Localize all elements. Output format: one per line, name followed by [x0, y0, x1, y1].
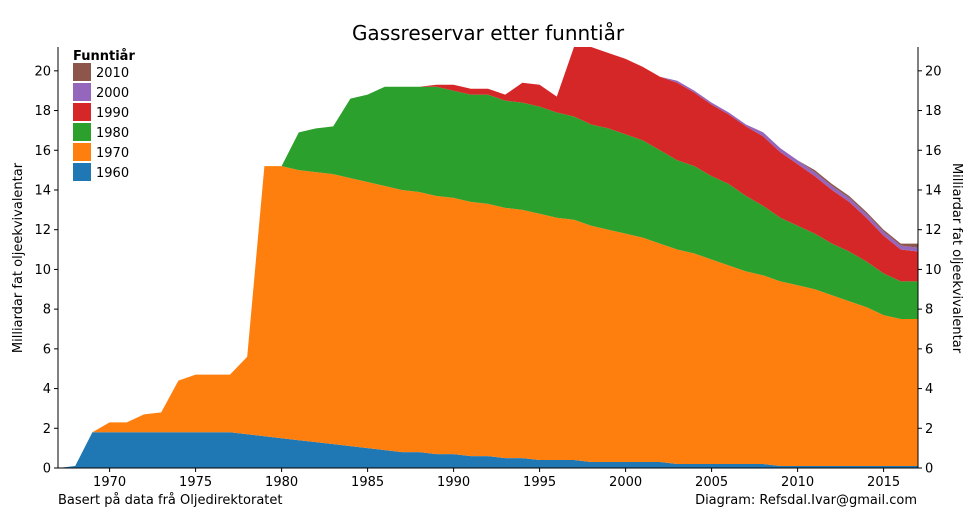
axes: [54, 47, 922, 472]
x-tick-label: 2015: [867, 475, 900, 490]
x-tick-label: 2005: [695, 475, 728, 490]
y-tick-label-left: 18: [34, 104, 51, 119]
y-tick-label-right: 12: [925, 223, 942, 238]
area-series-1970: [58, 166, 918, 468]
x-tick-label: 1975: [179, 475, 212, 490]
legend-label-2000: 2000: [96, 86, 129, 101]
legend-swatch-1980: [73, 123, 91, 141]
legend: Funntiår 2010 2000 1990 1980 1970 1960: [73, 49, 135, 181]
legend-swatch-1960: [73, 163, 91, 181]
y-tick-label-left: 4: [43, 382, 51, 397]
y-tick-label-left: 20: [34, 64, 51, 79]
legend-swatch-1990: [73, 103, 91, 121]
y-tick-label-left: 16: [34, 144, 51, 159]
area-layers: [58, 47, 918, 468]
legend-label-1980: 1980: [96, 126, 129, 141]
x-tick-label: 2000: [609, 475, 642, 490]
credit-note: Diagram: Refsdal.Ivar@gmail.com: [695, 493, 917, 508]
legend-title: Funntiår: [73, 49, 135, 64]
y-tick-label-right: 10: [925, 263, 942, 278]
source-note: Basert på data frå Oljedirektoratet: [58, 493, 282, 508]
y-tick-label-left: 6: [43, 342, 51, 357]
y-tick-label-left: 10: [34, 263, 51, 278]
x-tick-label: 1980: [265, 475, 298, 490]
y-tick-label-right: 4: [925, 382, 933, 397]
legend-swatch-1970: [73, 143, 91, 161]
y-tick-label-left: 0: [43, 462, 51, 477]
y-tick-label-right: 2: [925, 422, 933, 437]
y-tick-label-right: 16: [925, 144, 942, 159]
y-tick-label-right: 6: [925, 342, 933, 357]
y-tick-label-left: 12: [34, 223, 51, 238]
legend-label-2010: 2010: [96, 66, 129, 81]
area-series-1960: [58, 432, 918, 468]
x-tick-label: 1995: [523, 475, 556, 490]
legend-label-1970: 1970: [96, 146, 129, 161]
y-tick-label-right: 20: [925, 64, 942, 79]
x-tick-label: 2010: [781, 475, 814, 490]
tick-labels: 0 0 2 2 4 4 6 6 8 8 10 10 12 12 14 14 16 16 18 18 20 20 1970 19…: [34, 64, 941, 490]
y-tick-label-right: 18: [925, 104, 942, 119]
y-tick-label-right: 0: [925, 462, 933, 477]
x-tick-label: 1970: [93, 475, 126, 490]
x-tick-label: 1985: [351, 475, 384, 490]
legend-swatch-2000: [73, 83, 91, 101]
area-series-1990: [58, 47, 918, 468]
y-axis-title-right: Milliardar fat oljeekvivalentar: [949, 163, 964, 354]
legend-swatch-2010: [73, 63, 91, 81]
area-series-1980: [58, 86, 918, 468]
y-tick-label-left: 2: [43, 422, 51, 437]
y-tick-label-right: 14: [925, 183, 942, 198]
y-axis-title-left: Milliardar fat oljeekvivalentar: [11, 162, 26, 353]
y-tick-label-right: 8: [925, 303, 933, 318]
y-tick-label-left: 14: [34, 183, 51, 198]
legend-label-1990: 1990: [96, 106, 129, 121]
x-tick-label: 1990: [437, 475, 470, 490]
legend-label-1960: 1960: [96, 166, 129, 181]
y-tick-label-left: 8: [43, 303, 51, 318]
chart-title: Gassreservar etter funntiår: [352, 21, 625, 45]
